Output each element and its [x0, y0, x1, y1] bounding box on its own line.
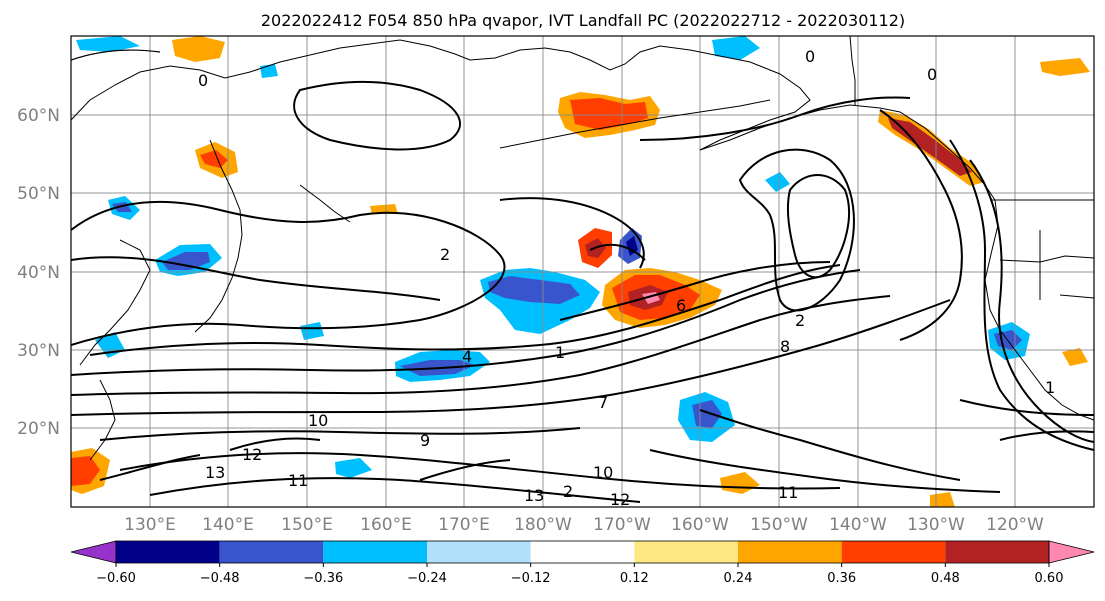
contour-label: 1 [555, 343, 565, 362]
longitude-labels: 130°E 140°E 150°E 160°E 170°E 180°W 170°… [124, 515, 1044, 535]
colorbar-swatch [945, 541, 1049, 563]
lon-label: 140°E [202, 515, 254, 535]
colorbar-tick-label: −0.60 [96, 571, 136, 586]
colorbar: −0.60 −0.48 −0.36 −0.24 −0.12 0.12 0.24 0.36 0.4… [70, 540, 1095, 586]
colorbar-swatch [1048, 540, 1095, 564]
lon-label: 130°E [124, 515, 176, 535]
colorbar-tick-label: 0.48 [931, 571, 960, 586]
colorbar-swatch [323, 541, 427, 563]
map-frame [70, 35, 1095, 508]
map-title: 2022022412 F054 850 hPa qvapor, IVT Land… [261, 11, 905, 30]
contour-label: 4 [462, 347, 472, 366]
anomaly-patch [200, 150, 228, 168]
anomaly-patch [162, 252, 210, 270]
contour-label: 11 [288, 471, 308, 490]
contour-label: 0 [805, 47, 815, 66]
anomaly-patch [488, 276, 580, 304]
lat-label: 40°N [17, 263, 60, 283]
lon-label: 170°E [438, 515, 490, 535]
anomaly-patch [888, 118, 972, 176]
colorbar-ticks: −0.60 −0.48 −0.36 −0.24 −0.12 0.12 0.24 0.36 0.4… [96, 563, 1063, 586]
anomaly-patch [335, 458, 372, 478]
anomaly-patch [76, 36, 140, 52]
latitude-labels: 60°N 50°N 40°N 30°N 20°N [17, 106, 60, 439]
colorbar-tick-label: −0.12 [511, 571, 551, 586]
colorbar-swatch [841, 541, 946, 563]
contour-label: 2 [440, 245, 450, 264]
contour-label: 12 [242, 445, 262, 464]
anomaly-patch [765, 172, 790, 192]
colorbar-swatch [634, 541, 738, 563]
anomaly-patch [300, 322, 324, 340]
colorbar-swatches [70, 540, 1095, 564]
anomaly-patch [1040, 58, 1090, 76]
contour-label: 9 [420, 431, 430, 450]
anomaly-patch [172, 36, 225, 62]
colorbar-frame [115, 540, 1050, 564]
contour-label: 0 [198, 71, 208, 90]
lon-label: 140°W [829, 515, 887, 535]
anomaly-patch [570, 98, 648, 130]
colorbar-tick-label: 0.24 [724, 571, 753, 586]
contour-label: 13 [524, 486, 544, 505]
lon-label: 170°W [593, 515, 651, 535]
colorbar-tick-label: 0.36 [827, 571, 856, 586]
colorbar-swatch [738, 541, 842, 563]
contour-label: 8 [780, 337, 790, 356]
lon-label: 150°E [281, 515, 333, 535]
colorbar-swatch [427, 541, 531, 563]
colorbar-tick-label: 0.12 [620, 571, 649, 586]
lon-label: 130°W [907, 515, 965, 535]
anomaly-patch [370, 204, 398, 214]
contour-label: 2 [563, 482, 573, 501]
lon-label: 180°W [514, 515, 572, 535]
colorbar-swatch [219, 541, 324, 563]
contour-label: 6 [676, 296, 686, 315]
contour-label: 2 [795, 311, 805, 330]
lon-label: 160°W [671, 515, 729, 535]
anomaly-patch [1062, 348, 1088, 366]
lon-label: 120°W [986, 515, 1044, 535]
contour-label: 7 [598, 393, 608, 412]
lat-label: 20°N [17, 419, 60, 439]
colorbar-swatch [116, 541, 220, 563]
lat-label: 50°N [17, 184, 60, 204]
contour-label: 10 [593, 463, 613, 482]
map-panel: 0 0 0 1 1 2 2 2 4 6 7 8 9 10 10 11 11 12… [70, 35, 1095, 509]
contour-labels: 0 0 0 1 1 2 2 2 4 6 7 8 9 10 10 11 11 12… [198, 47, 1055, 509]
lat-label: 30°N [17, 341, 60, 361]
lat-label: 60°N [17, 106, 60, 126]
contour-label: 12 [610, 490, 630, 509]
contour-label: 13 [205, 463, 225, 482]
lon-label: 150°W [750, 515, 808, 535]
colorbar-tick-label: −0.48 [200, 571, 240, 586]
colorbar-swatch [70, 540, 117, 564]
lon-label: 160°E [360, 515, 412, 535]
contour-label: 10 [308, 411, 328, 430]
colorbar-tick-label: 0.60 [1035, 571, 1064, 586]
contour-label: 0 [927, 65, 937, 84]
ivt-contours [71, 49, 1094, 503]
colorbar-swatch [530, 541, 635, 563]
anomaly-patch [71, 456, 100, 486]
colorbar-tick-label: −0.24 [407, 571, 447, 586]
colorbar-tick-label: −0.36 [303, 571, 343, 586]
anomaly-patch [712, 36, 760, 60]
contour-label: 1 [1045, 378, 1055, 397]
contour-label: 11 [778, 483, 798, 502]
